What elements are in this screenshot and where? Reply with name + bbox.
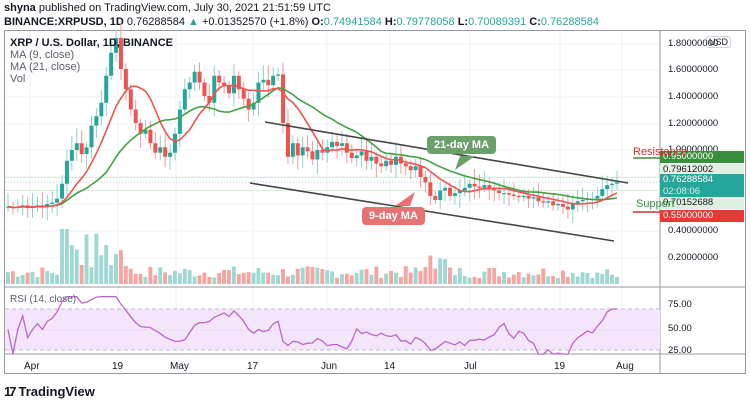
publish-date: published on TradingView.com, July 30, 2…: [38, 2, 331, 14]
legend-title: XRP / U.S. Dollar, 1D, BINANCE: [10, 37, 174, 49]
up-arrow-icon: ▲: [188, 16, 199, 28]
time-tick: Jun: [321, 361, 338, 372]
close-value: 0.76288584: [540, 16, 600, 28]
price-badge: 0.95000000: [660, 151, 744, 163]
low-value: 0.70089391: [468, 16, 527, 28]
price-tick: 0.40000000: [668, 225, 719, 236]
price-change: +0.01352570 (+1.8%): [202, 16, 309, 28]
ma9-callout: 9-day MA: [362, 207, 425, 225]
resistance-label: Resistance: [633, 146, 688, 158]
open-label: O:: [311, 16, 324, 28]
price-badge: 0.79612002: [660, 164, 744, 176]
legend-rsi[interactable]: RSI (14, close): [10, 294, 77, 305]
price-badge: 0.76288584: [660, 174, 744, 186]
price-tick: 1.80000000: [668, 38, 719, 49]
rsi-tick: 50.00: [668, 323, 692, 334]
price-badge: 0.55000000: [660, 210, 744, 222]
price-badge: 02:08:06: [660, 186, 744, 198]
ohlc-bar: BINANCE:XRPUSD, 1D 0.76288584 ▲ +0.01352…: [4, 16, 599, 28]
price-tick: 1.60000000: [668, 64, 719, 75]
ma21-callout: 21-day MA: [427, 136, 497, 154]
close-label: C:: [529, 16, 541, 28]
support-label: Support: [636, 198, 675, 210]
time-tick: 17: [247, 361, 259, 372]
time-tick: Jul: [464, 361, 477, 372]
time-tick: 14: [384, 361, 396, 372]
chart-legend: XRP / U.S. Dollar, 1D, BINANCE MA (9, cl…: [10, 37, 173, 85]
price-tick: 1.00000000: [668, 144, 719, 155]
tradingview-brand: TradingView: [18, 384, 95, 399]
chart-frame[interactable]: [4, 30, 746, 374]
legend-volume[interactable]: Vol: [10, 73, 26, 85]
time-tick: 19: [554, 361, 566, 372]
high-label: H:: [384, 16, 397, 28]
price-badge: 0.70152688: [660, 197, 744, 209]
time-tick: Apr: [24, 361, 40, 372]
time-tick: Aug: [616, 361, 634, 372]
publisher-name: shyna: [4, 2, 36, 14]
open-value: 0.74941584: [323, 16, 382, 28]
price-tick: 0.20000000: [668, 252, 719, 263]
last-price: 0.76288584: [126, 16, 185, 28]
low-label: L:: [457, 16, 469, 28]
currency-badge[interactable]: USD: [706, 36, 732, 48]
rsi-tick: 75.00: [668, 299, 692, 310]
legend-ma9[interactable]: MA (9, close): [10, 49, 75, 61]
rsi-tick: 25.00: [668, 345, 692, 356]
price-tick: 1.40000000: [668, 91, 719, 102]
time-tick: May: [170, 361, 189, 372]
time-tick: 19: [112, 361, 124, 372]
legend-ma21[interactable]: MA (21, close): [10, 61, 81, 73]
price-tick: 1.20000000: [668, 118, 719, 129]
tradingview-logo[interactable]: 17 TradingView: [4, 384, 95, 399]
publish-info: shyna published on TradingView.com, July…: [4, 2, 331, 14]
symbol-label: BINANCE:XRPUSD, 1D: [4, 16, 124, 28]
high-value: 0.79778058: [396, 16, 455, 28]
tradingview-logo-icon: 17: [4, 384, 17, 399]
